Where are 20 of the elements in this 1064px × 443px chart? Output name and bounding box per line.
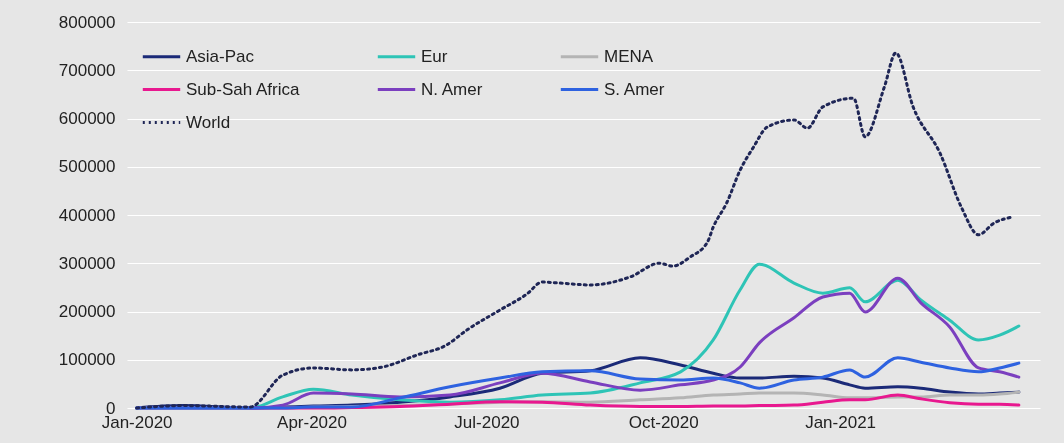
x-tick-label: Apr-2020 <box>277 412 347 432</box>
legend-label: MENA <box>604 46 654 66</box>
legend-label: Sub-Sah Africa <box>186 79 300 99</box>
y-tick-label: 400000 <box>58 205 116 225</box>
y-tick-label: 600000 <box>58 109 116 128</box>
y-tick-label: 200000 <box>58 302 116 321</box>
x-tick-label: Oct-2020 <box>628 412 699 432</box>
y-tick-label: 700000 <box>58 60 116 80</box>
y-tick-label: 800000 <box>58 12 116 32</box>
legend-label: S. Amer <box>604 79 665 99</box>
legend-label: Eur <box>421 46 448 66</box>
x-tick-label: Jul-2020 <box>454 412 520 432</box>
legend-label: N. Amer <box>421 79 483 99</box>
x-tick-label: Jan-2021 <box>805 412 877 432</box>
y-tick-label: 100000 <box>58 350 116 370</box>
y-tick-label: 300000 <box>58 253 116 273</box>
y-tick-label: 500000 <box>58 157 116 177</box>
legend-label: Asia-Pac <box>186 46 255 66</box>
legend-label: World <box>186 112 231 132</box>
line-series <box>135 51 1015 410</box>
